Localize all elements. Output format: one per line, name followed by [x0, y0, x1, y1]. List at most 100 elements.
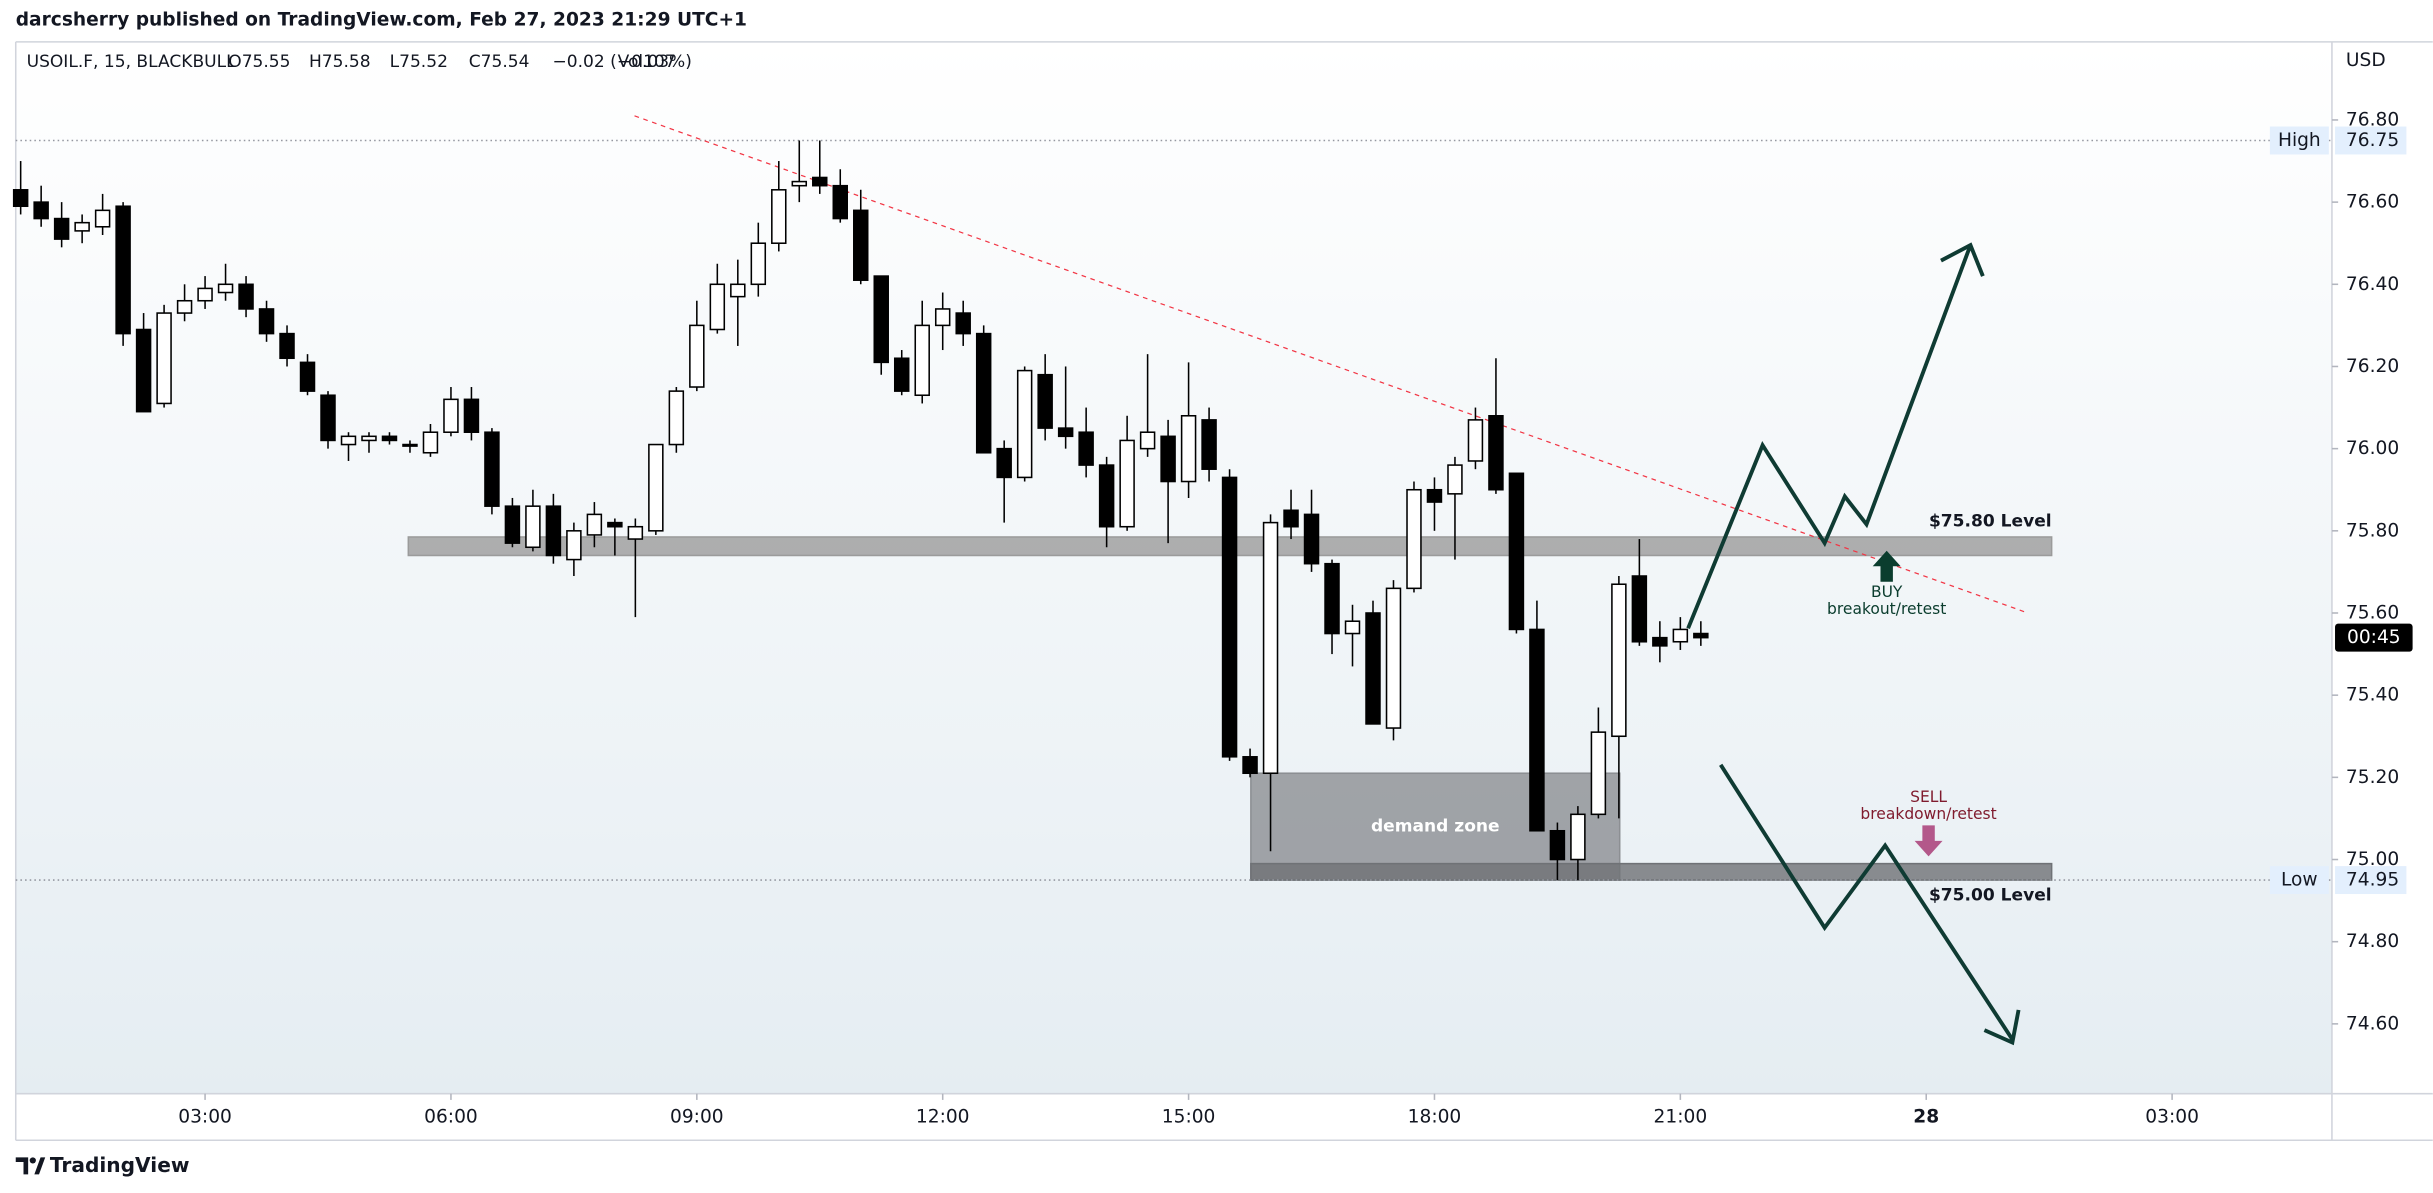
y-tick-label: 75.20	[2346, 767, 2399, 788]
publisher: darcsherry published on TradingView.com,…	[16, 10, 747, 31]
candle-body	[176, 299, 193, 314]
buy-icon	[1872, 550, 1901, 582]
session-tag	[2269, 866, 2329, 895]
candle-body	[914, 324, 930, 397]
candle-body	[299, 361, 316, 392]
candle-body	[1242, 756, 1258, 775]
candle-body	[115, 205, 131, 335]
candle-body	[812, 176, 828, 187]
candle-body	[422, 431, 439, 454]
candle-body	[1365, 612, 1381, 725]
candle-body	[893, 357, 910, 392]
zone-label: $75.00 Level	[1929, 886, 2052, 906]
zone-label: $75.80 Level	[1929, 511, 2052, 531]
candle-body	[381, 435, 398, 442]
candle-body	[1139, 431, 1156, 450]
candle-body	[1426, 488, 1443, 503]
candle-body	[463, 398, 480, 433]
trendline	[634, 115, 2029, 614]
candle-body	[197, 287, 213, 302]
x-tick-label: 18:00	[1408, 1106, 1462, 1127]
candle-body	[771, 189, 787, 244]
session-value: 74.95	[2346, 870, 2399, 891]
candle-body	[1652, 636, 1668, 647]
zone-label: demand zone	[1371, 817, 1500, 837]
time-axis-background	[15, 1093, 2332, 1141]
candle-body	[586, 513, 603, 536]
annotation: SELL	[1910, 788, 1947, 806]
candle-body	[1508, 472, 1525, 631]
zone	[1250, 772, 1621, 881]
brand: TradingView	[50, 1153, 190, 1177]
y-tick-label: 75.80	[2346, 520, 2399, 541]
candle-body	[1631, 575, 1648, 643]
candle-body	[74, 221, 90, 232]
brand-logo	[15, 1157, 46, 1175]
sell-arrowhead	[1983, 1009, 2021, 1046]
candle-body	[1324, 562, 1340, 635]
legend-value: C75.54	[469, 52, 530, 72]
candle-body	[1016, 369, 1033, 479]
candle-body	[853, 209, 869, 281]
candle-body	[750, 242, 767, 286]
x-tick-label: 09:00	[670, 1106, 724, 1127]
candle-body	[1262, 521, 1279, 775]
candle-body	[1119, 439, 1135, 528]
legend-value: −0.02 (−0.03%)	[553, 52, 692, 72]
session-tag	[2269, 126, 2329, 155]
session-value-tag	[2335, 866, 2407, 895]
candle-body	[545, 505, 562, 557]
y-tick-label: 76.20	[2346, 356, 2399, 377]
symbol: USOIL.F, 15, BLACKBULL	[27, 52, 237, 72]
plot-background	[15, 41, 2332, 1094]
legend-value: L75.52	[390, 52, 448, 72]
candle-body	[1221, 476, 1238, 758]
candle-body	[668, 390, 685, 446]
candle-body	[340, 435, 357, 446]
candle-body	[217, 283, 234, 294]
legend-value: Vol107	[618, 52, 676, 72]
logo-mark	[15, 1157, 29, 1175]
y-tick-label: 75.00	[2346, 849, 2399, 870]
candle-body	[320, 394, 336, 442]
session-label: Low	[2281, 870, 2318, 891]
projection-arrows	[1686, 242, 2021, 1046]
currency: USD	[2346, 50, 2386, 71]
x-tick-label: 12:00	[916, 1106, 970, 1127]
candle-body	[1406, 488, 1422, 590]
x-tick-label: 03:00	[2145, 1106, 2199, 1127]
countdown-tag	[2335, 623, 2413, 652]
candle-body	[832, 184, 849, 220]
candle-body	[1283, 509, 1299, 528]
candle-body	[648, 443, 664, 532]
candle-body	[1693, 632, 1709, 639]
candle-body	[156, 312, 172, 405]
y-tick-label: 75.60	[2346, 602, 2399, 623]
session-value-tag	[2335, 126, 2407, 155]
candle-body	[1672, 628, 1689, 643]
logo-mark	[34, 1157, 46, 1175]
sell-icon	[1914, 825, 1943, 857]
candle-body	[1549, 829, 1566, 861]
session-label: High	[2278, 130, 2321, 151]
x-tick-label: 28	[1913, 1106, 1939, 1127]
candle-body	[33, 201, 49, 220]
x-tick-label: 21:00	[1654, 1106, 1708, 1127]
x-tick-label: 06:00	[424, 1106, 478, 1127]
logo-mark	[29, 1157, 36, 1164]
candle-body	[566, 530, 582, 561]
zone	[1250, 862, 2053, 881]
candle-body	[730, 283, 746, 298]
lines	[15, 115, 2332, 881]
candle-body	[607, 521, 623, 528]
candle-body	[53, 217, 70, 240]
candle-body	[484, 431, 500, 507]
candle-body	[1078, 431, 1094, 466]
candle-body	[1344, 620, 1361, 635]
candle-body	[12, 189, 29, 208]
y-tick-label: 75.40	[2346, 685, 2399, 706]
y-tick-label: 76.40	[2346, 274, 2399, 295]
candle-body	[1201, 419, 1217, 470]
candle-body	[955, 312, 971, 335]
